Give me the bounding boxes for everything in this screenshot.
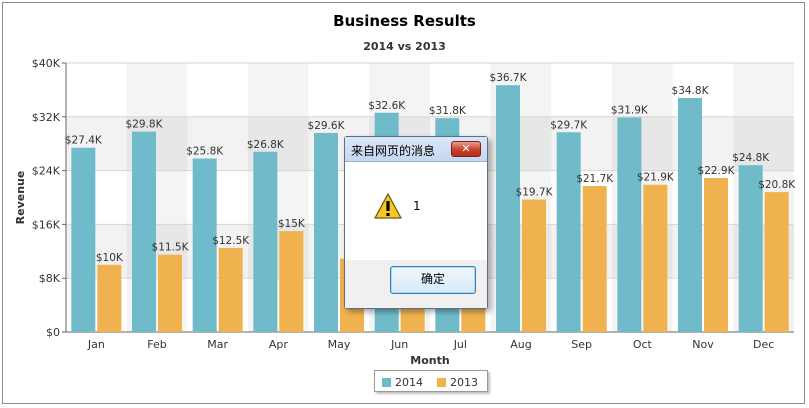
data-label: $31.9K [611,104,649,116]
bar-2013-aug [522,199,546,332]
data-label: $12.5K [212,235,250,247]
x-tick-label: Mar [207,338,228,351]
data-label: $25.8K [186,145,224,157]
bar-2014-jan [71,147,96,332]
bar-2013-sep [582,186,607,332]
chart-subtitle: 2014 vs 2013 [363,40,446,53]
data-label: $21.9K [637,172,675,184]
data-label: $27.4K [65,135,103,147]
ok-button[interactable]: 确定 [390,266,476,294]
bar-2014-apr [253,151,278,332]
legend-item-2013[interactable]: 2013 [437,376,478,389]
legend-item-2014[interactable]: 2014 [382,376,423,389]
data-label: $36.7K [490,72,528,84]
x-tick-label: Jan [87,338,105,351]
dialog-message: 1 [413,199,421,213]
y-tick-label: $8K [39,272,61,285]
y-tick-label: $32K [32,111,61,124]
close-button[interactable]: ✕ [451,141,481,157]
x-tick-label: Feb [147,338,166,351]
legend-label-2013: 2013 [450,376,478,389]
y-tick-label: $40K [32,57,61,70]
x-tick-label: Dec [753,338,774,351]
data-label: $31.8K [429,105,467,117]
data-label: $11.5K [152,242,190,254]
bar-2014-dec [738,165,763,332]
y-tick-label: $24K [32,165,61,178]
legend-swatch-2013 [437,378,446,387]
x-tick-label: Nov [692,338,714,351]
x-tick-label: Jul [453,338,467,351]
data-label: $29.6K [308,120,346,132]
data-label: $24.8K [732,152,770,164]
data-label: $32.6K [368,100,406,112]
bar-2014-feb [132,131,156,332]
y-axis-title: Revenue [14,171,27,225]
data-label: $22.9K [698,165,736,177]
warning-icon [374,193,402,219]
data-label: $29.8K [126,119,164,131]
x-tick-label: Apr [269,338,289,351]
data-label: $29.7K [550,119,588,131]
data-label: $26.8K [247,139,285,151]
bar-2013-apr [279,231,304,332]
bar-2014-nov [678,97,702,332]
y-tick-label: $16K [32,218,61,231]
bar-2013-oct [643,184,668,332]
data-label: $19.7K [516,187,554,199]
dialog-title: 来自网页的消息 [351,144,436,158]
bar-2013-jan [97,264,122,332]
data-label: $10K [96,252,124,264]
close-icon: ✕ [461,142,471,155]
bar-2013-dec [764,192,789,332]
dialog-body: 1 [345,162,487,260]
x-tick-label: Sep [571,338,592,351]
plot-band [66,63,794,117]
bar-2013-mar [218,247,243,332]
dialog-titlebar[interactable]: 来自网页的消息 ✕ [345,137,487,162]
data-label: $15K [278,218,306,230]
bar-2014-mar [192,158,217,332]
bar-2014-aug [496,85,520,332]
x-tick-label: Aug [510,338,531,351]
y-tick-label: $0 [46,326,60,339]
x-tick-label: Jun [390,338,408,351]
x-axis-title: Month [410,354,449,367]
x-tick-label: Oct [633,338,653,351]
x-tick-label: May [328,338,351,351]
alert-dialog: 来自网页的消息 ✕ 1 确定 [344,136,488,309]
bar-2013-feb [158,254,182,332]
legend-swatch-2014 [382,378,391,387]
data-label: $34.8K [672,85,710,97]
bar-2014-sep [556,132,581,332]
chart-legend: 2014 2013 [374,370,488,392]
data-label: $21.7K [576,173,614,185]
bar-2013-nov [704,177,728,332]
chart-title: Business Results [333,12,476,30]
data-label: $20.8K [758,179,796,191]
legend-label-2014: 2014 [395,376,423,389]
bar-2014-oct [617,117,642,332]
bar-2014-may [314,132,338,332]
